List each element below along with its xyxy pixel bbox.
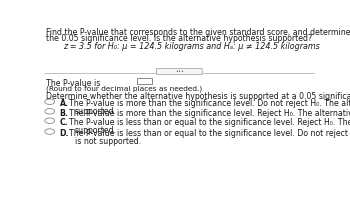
FancyBboxPatch shape bbox=[156, 68, 202, 75]
Text: The P-value is more than the significance level. Do not reject H₀. The alternati: The P-value is more than the significanc… bbox=[69, 99, 350, 108]
Text: The P-value is less than or equal to the significance level. Do not reject H₀. T: The P-value is less than or equal to the… bbox=[69, 129, 350, 138]
Text: (Round to four decimal places as needed.): (Round to four decimal places as needed.… bbox=[47, 85, 203, 92]
Text: Find the P-value that corresponds to the given standard score, and determine whe: Find the P-value that corresponds to the… bbox=[47, 28, 350, 37]
Text: the 0.05 significance level. Is the alternative hypothesis supported?: the 0.05 significance level. Is the alte… bbox=[47, 34, 313, 43]
Circle shape bbox=[45, 129, 55, 134]
Text: The P-value is: The P-value is bbox=[47, 79, 101, 88]
Circle shape bbox=[45, 118, 55, 123]
Text: A.: A. bbox=[60, 99, 69, 108]
Text: z = 3.5 for H₀: μ = 124.5 kilograms and Hₐ: μ ≠ 124.5 kilograms: z = 3.5 for H₀: μ = 124.5 kilograms and … bbox=[63, 42, 320, 51]
Text: The P-value is less than or equal to the significance level. Reject H₀. The alte: The P-value is less than or equal to the… bbox=[69, 118, 350, 127]
Circle shape bbox=[45, 108, 55, 114]
Text: C.: C. bbox=[60, 118, 68, 127]
Text: Determine whether the alternative hypothesis is supported at a 0.05 significance: Determine whether the alternative hypoth… bbox=[47, 92, 350, 101]
Text: •••: ••• bbox=[175, 69, 184, 74]
Text: D.: D. bbox=[60, 129, 69, 138]
Bar bbox=[137, 78, 152, 84]
Circle shape bbox=[45, 99, 55, 104]
Text: supported.: supported. bbox=[75, 107, 117, 116]
Text: is not supported.: is not supported. bbox=[75, 137, 141, 146]
Text: supported.: supported. bbox=[75, 126, 117, 135]
Text: The P-value is more than the significance level. Reject H₀. The alternative hypo: The P-value is more than the significanc… bbox=[69, 108, 350, 118]
Text: B.: B. bbox=[60, 108, 68, 118]
